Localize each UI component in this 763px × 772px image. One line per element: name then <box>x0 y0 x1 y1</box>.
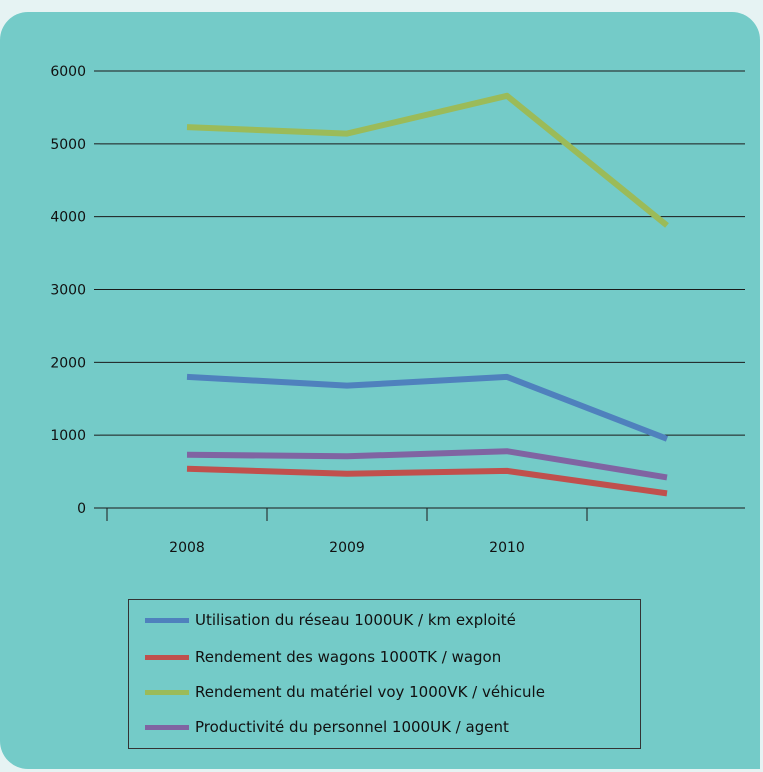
y-tick-label: 3000 <box>50 283 86 299</box>
legend-label: Productivité du personnel 1000UK / agent <box>195 718 509 736</box>
series-line <box>186 373 669 442</box>
y-tick-label: 1000 <box>50 428 86 444</box>
x-tick-label: 2010 <box>489 540 525 556</box>
series-line <box>186 92 669 228</box>
legend-item: Rendement des wagons 1000TK / wagon <box>145 647 501 667</box>
series-line <box>186 465 668 497</box>
legend-swatch <box>145 689 189 695</box>
y-axis-ticks: 0 1000 2000 3000 4000 5000 6000 <box>50 64 100 517</box>
series-line <box>186 448 668 481</box>
y-tick-label: 5000 <box>50 137 86 153</box>
legend-item: Utilisation du réseau 1000UK / km exploi… <box>145 610 516 630</box>
x-axis-ticks: 2008 2009 2010 <box>106 508 588 556</box>
y-tick-label: 0 <box>77 501 86 517</box>
legend-item: Productivité du personnel 1000UK / agent <box>145 717 509 737</box>
y-tick-label: 6000 <box>50 64 86 80</box>
gridlines <box>100 70 745 436</box>
legend-swatch <box>145 724 189 730</box>
legend: Utilisation du réseau 1000UK / km exploi… <box>128 599 641 749</box>
y-tick-label: 4000 <box>50 210 86 226</box>
x-tick-label: 2008 <box>169 540 205 556</box>
legend-swatch <box>145 617 189 623</box>
legend-label: Utilisation du réseau 1000UK / km exploi… <box>195 611 516 629</box>
x-tick-label: 2009 <box>329 540 365 556</box>
legend-label: Rendement du matériel voy 1000VK / véhic… <box>195 683 545 701</box>
legend-item: Rendement du matériel voy 1000VK / véhic… <box>145 682 545 702</box>
series-lines <box>186 92 669 497</box>
legend-swatch <box>145 654 189 660</box>
y-tick-label: 2000 <box>50 355 86 371</box>
legend-label: Rendement des wagons 1000TK / wagon <box>195 648 502 666</box>
